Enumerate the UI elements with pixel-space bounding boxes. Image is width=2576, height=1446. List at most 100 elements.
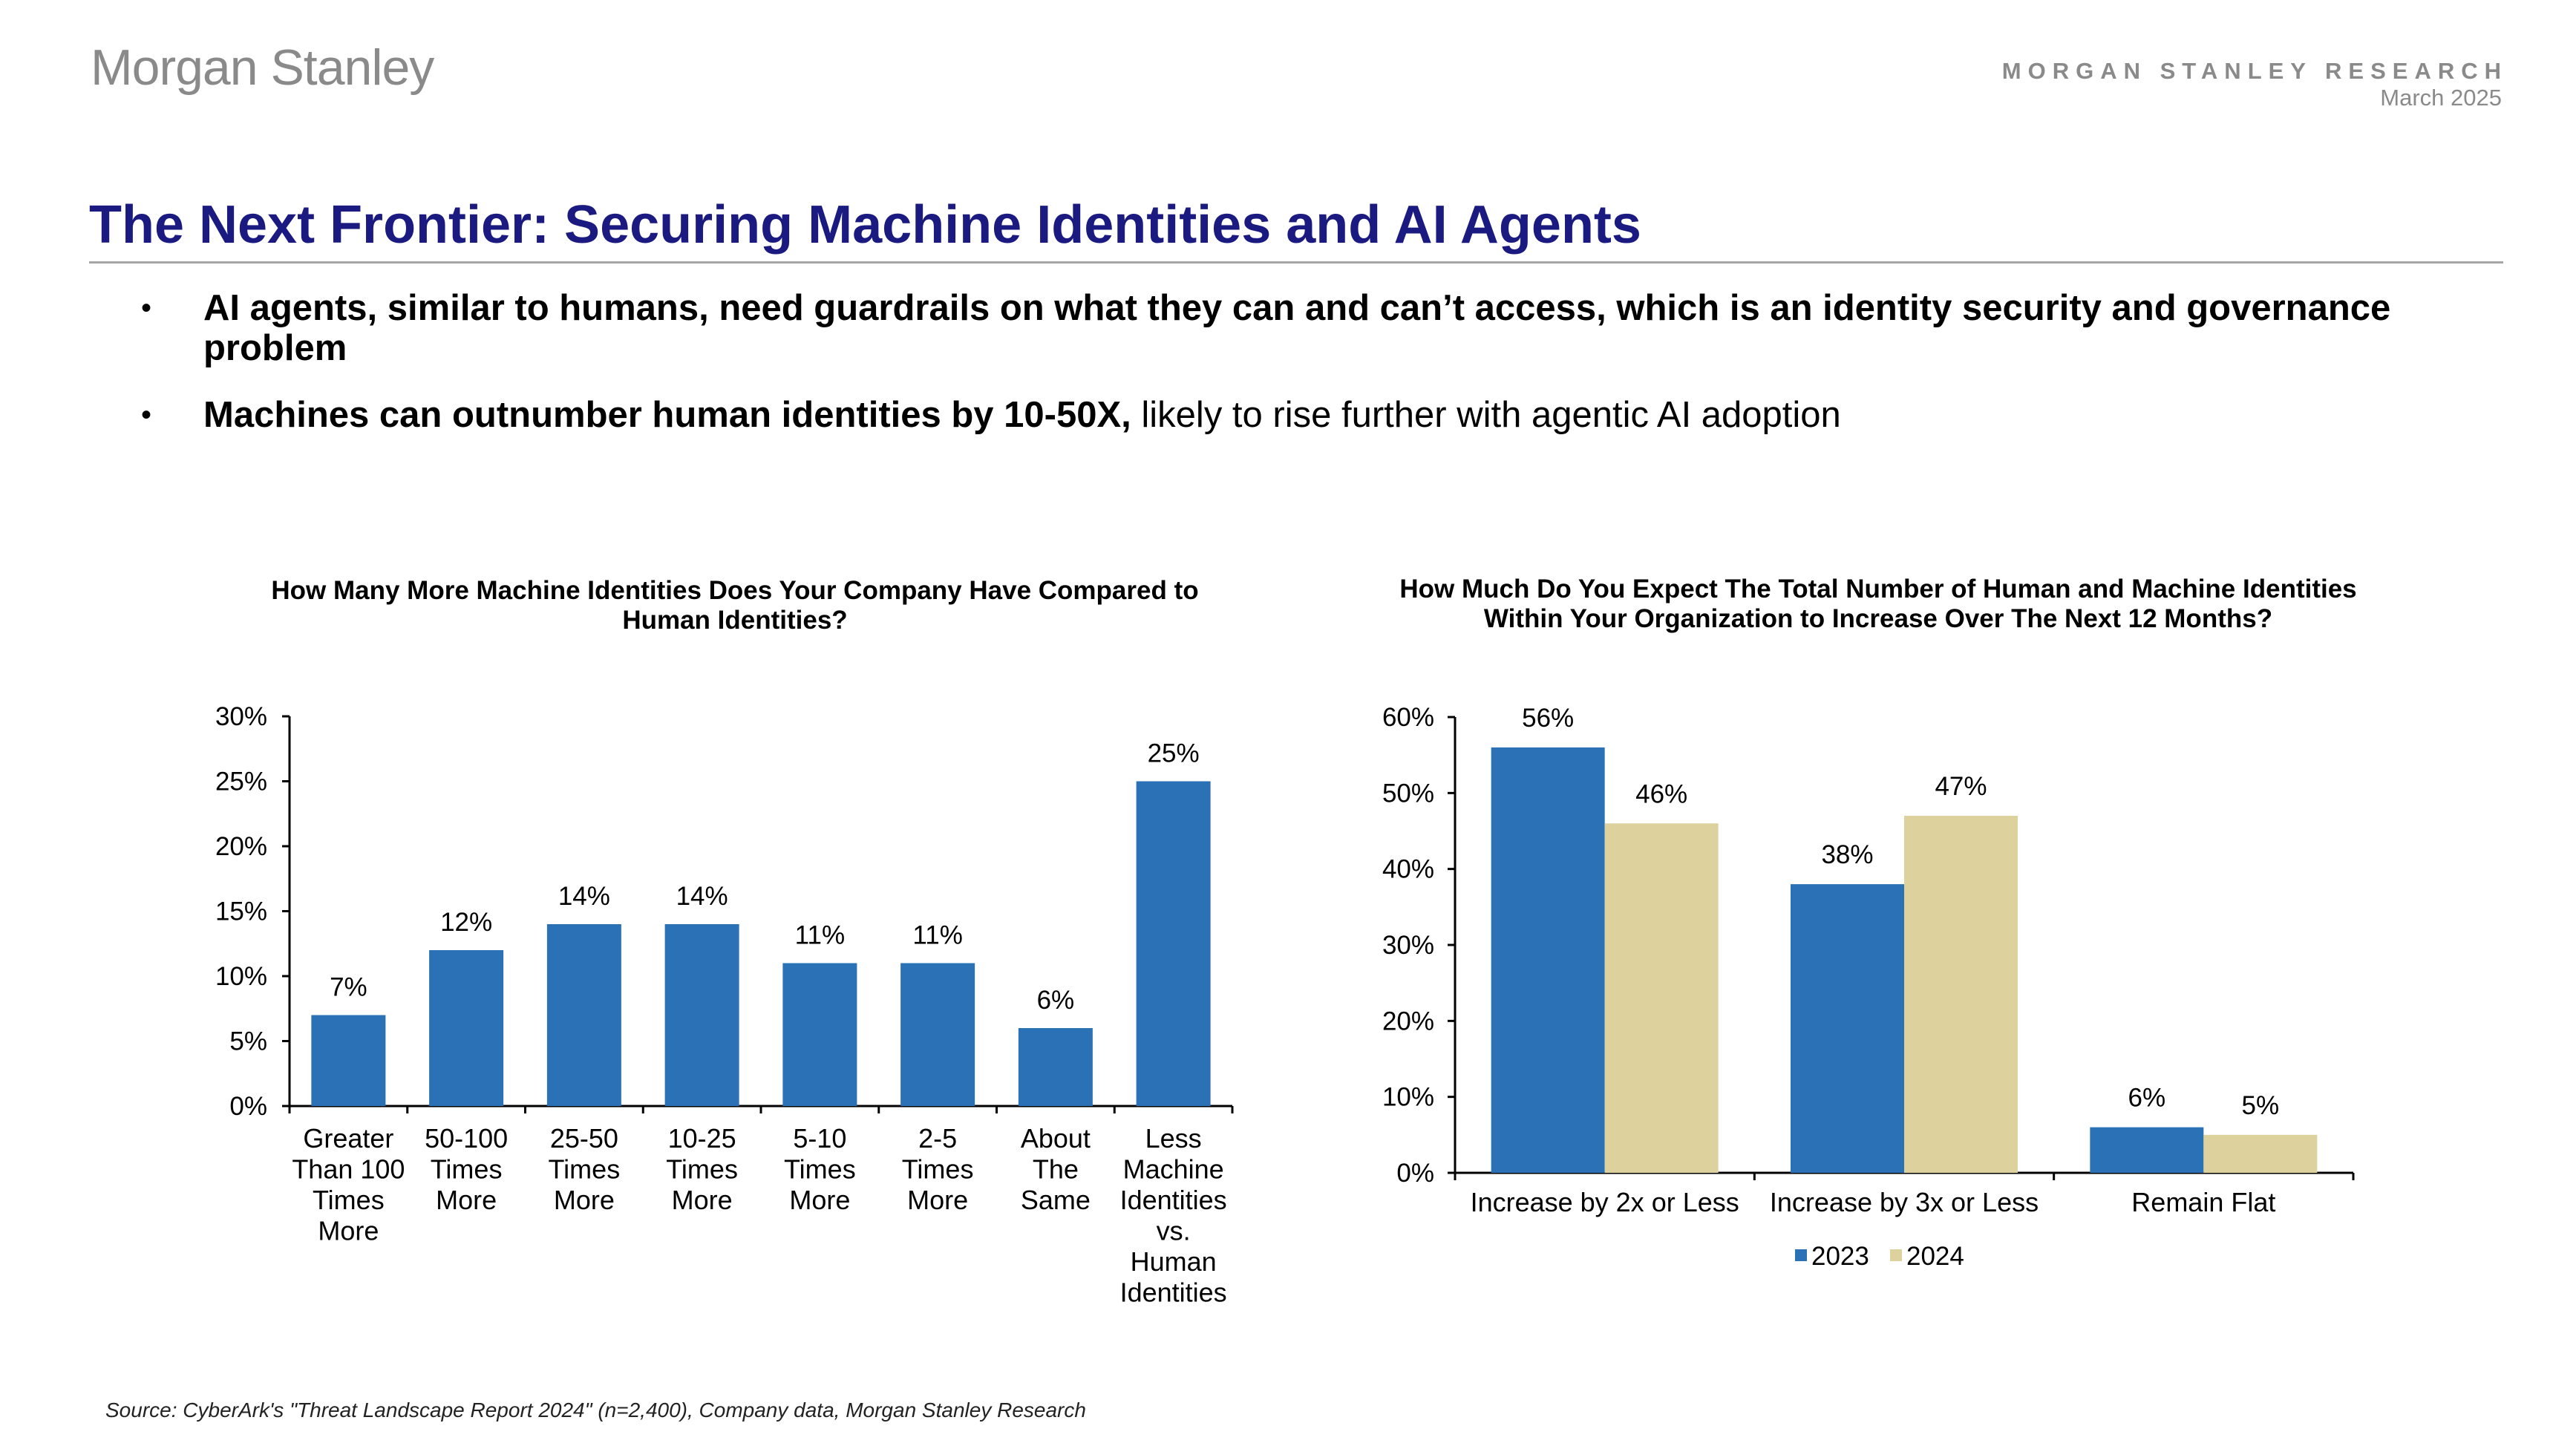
bar — [1136, 781, 1211, 1106]
bar — [900, 963, 975, 1106]
x-tick-label-line: Times — [313, 1185, 385, 1215]
x-tick-label-line: About — [1021, 1123, 1091, 1154]
data-label: 6% — [2128, 1084, 2166, 1113]
x-tick-label: Increase by 2x or Less — [1471, 1187, 1739, 1217]
bullet-dot-icon: • — [141, 292, 152, 324]
data-label: 46% — [1635, 779, 1687, 808]
x-tick-label-line: Times — [784, 1154, 856, 1185]
data-label: 56% — [1522, 704, 1574, 733]
x-tick-label-line: Than 100 — [292, 1154, 405, 1185]
x-tick-label-line: 50-100 — [425, 1123, 508, 1154]
x-tick-label: 50-100 Times More — [425, 1123, 508, 1215]
x-tick-label: Remain Flat — [2131, 1187, 2275, 1217]
x-tick-label: Increase by 3x or Less — [1770, 1187, 2039, 1217]
y-tick-label: 25% — [215, 768, 267, 796]
x-tick-label: About The Same — [1021, 1123, 1091, 1215]
legend-swatch-2023 — [1795, 1249, 1807, 1261]
y-tick-label: 30% — [1382, 931, 1434, 960]
y-tick-label: 30% — [215, 702, 267, 731]
title-divider — [89, 261, 2503, 264]
bar-series-2023 — [2090, 1127, 2204, 1173]
bullet-text-2-strong: Machines can outnumber human identities … — [203, 395, 1131, 435]
x-tick-label-line: Identities — [1120, 1277, 1227, 1308]
data-label: 12% — [440, 908, 492, 937]
x-tick-label: 25-50 Times More — [549, 1123, 621, 1215]
y-tick-label: 40% — [1382, 855, 1434, 884]
x-tick-label-line: Less — [1145, 1123, 1202, 1154]
bar-series-2023 — [1491, 747, 1605, 1173]
data-label: 25% — [1148, 739, 1200, 768]
data-label: 38% — [1821, 840, 1873, 869]
bar — [311, 1015, 386, 1106]
legend-label: 2023 — [1811, 1242, 1869, 1271]
bar — [546, 924, 621, 1106]
x-tick-label-line: 5-10 — [793, 1123, 846, 1154]
x-tick-label-line: More — [672, 1185, 733, 1215]
source-note: Source: CyberArk's "Threat Landscape Rep… — [105, 1398, 1086, 1422]
x-tick-label: 2-5 Times More — [902, 1123, 974, 1215]
bullet-dot-icon: • — [141, 399, 152, 431]
data-label: 14% — [558, 882, 610, 911]
x-tick-label-line: 10-25 — [668, 1123, 736, 1154]
x-tick-label-line: Times — [902, 1154, 974, 1185]
x-tick-label: Less Machine Identities vs. Human Identities — [1120, 1123, 1227, 1308]
y-tick-label: 10% — [215, 962, 267, 991]
x-tick-label-line: Identities — [1120, 1185, 1227, 1215]
x-tick-label-line: More — [554, 1185, 615, 1215]
report-date: March 2025 — [2380, 85, 2502, 111]
y-tick-label: 50% — [1382, 779, 1434, 808]
x-tick-label-line: Same — [1021, 1185, 1091, 1215]
bullet-item-2: • Machines can outnumber human identitie… — [141, 395, 2517, 435]
y-tick-label: 60% — [1382, 703, 1434, 732]
x-tick-label-line: The — [1033, 1154, 1079, 1185]
x-tick-label: Greater Than 100 Times More — [292, 1123, 405, 1246]
page-title: The Next Frontier: Securing Machine Iden… — [89, 195, 1641, 255]
bullet-text-2-rest: likely to rise further with agentic AI a… — [1131, 395, 1841, 435]
x-tick-label-line: Machine — [1123, 1154, 1224, 1185]
bar-series-2023 — [1791, 884, 1904, 1173]
bullet-list: • AI agents, similar to humans, need gua… — [141, 288, 2517, 462]
x-tick-label-line: More — [907, 1185, 968, 1215]
bar — [429, 950, 504, 1106]
chart2-title: How Much Do You Expect The Total Number … — [1399, 575, 2357, 633]
y-tick-label: 10% — [1382, 1083, 1434, 1112]
x-tick-label-line: More — [436, 1185, 497, 1215]
x-tick-label-line: vs. — [1157, 1216, 1191, 1246]
y-tick-label: 15% — [215, 897, 267, 926]
x-tick-label: 5-10 Times More — [784, 1123, 856, 1215]
data-label: 11% — [912, 921, 962, 950]
y-tick-label: 20% — [215, 832, 267, 861]
data-label: 14% — [676, 882, 728, 911]
bar — [1018, 1028, 1093, 1106]
y-tick-label: 0% — [1396, 1159, 1434, 1188]
research-label: MORGAN STANLEY RESEARCH — [2001, 58, 2508, 84]
bar-series-2024 — [1904, 816, 2018, 1173]
chart1-title: How Many More Machine Identities Does Yo… — [271, 576, 1199, 635]
data-label: 5% — [2242, 1091, 2280, 1120]
x-tick-label-line: Human — [1131, 1246, 1217, 1277]
data-label: 11% — [795, 921, 845, 950]
x-tick-label-line: 25-50 — [550, 1123, 618, 1154]
bar — [782, 963, 857, 1106]
x-tick-label-line: 2-5 — [918, 1123, 957, 1154]
legend-label: 2024 — [1906, 1242, 1964, 1271]
data-label: 7% — [330, 973, 367, 1002]
bullet-item-1: • AI agents, similar to humans, need gua… — [141, 288, 2517, 368]
x-tick-label-line: More — [318, 1216, 379, 1246]
legend-swatch-2024 — [1890, 1249, 1902, 1261]
data-label: 6% — [1037, 986, 1075, 1015]
y-tick-label: 20% — [1382, 1007, 1434, 1036]
y-tick-label: 0% — [229, 1092, 267, 1121]
bar-series-2024 — [2203, 1134, 2318, 1173]
x-tick-label-line: More — [789, 1185, 850, 1215]
bullet-text-1: AI agents, similar to humans, need guard… — [203, 288, 2391, 368]
y-tick-label: 5% — [229, 1027, 267, 1056]
bar — [664, 924, 739, 1106]
x-tick-label-line: Greater — [303, 1123, 393, 1154]
x-tick-label-line: Times — [549, 1154, 621, 1185]
morgan-stanley-logo: Morgan Stanley — [91, 39, 434, 96]
x-tick-label: 10-25 Times More — [666, 1123, 738, 1215]
data-label: 47% — [1935, 772, 1987, 801]
